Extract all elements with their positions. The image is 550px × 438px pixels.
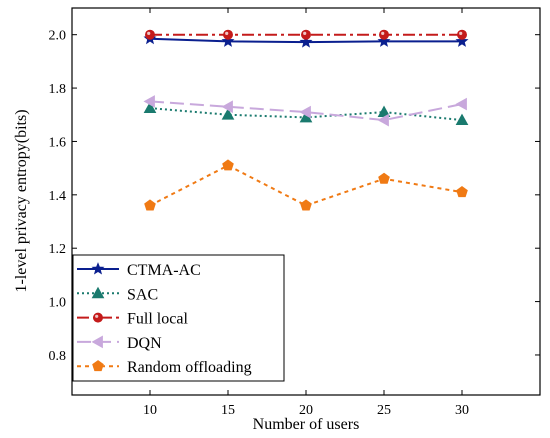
data-point: [455, 97, 467, 111]
data-point: [378, 172, 390, 184]
y-tick-label: 2.0: [49, 29, 67, 44]
legend-label: Full local: [127, 311, 188, 328]
data-point: [143, 95, 155, 108]
data-point: [221, 100, 233, 114]
series-full-local: [145, 29, 467, 40]
data-point: [145, 29, 155, 40]
data-point: [455, 34, 469, 47]
data-point: [143, 101, 157, 113]
legend: CTMA-AC SAC Full local DQN Random offloading: [72, 254, 285, 382]
legend-label: CTMA-AC: [127, 262, 201, 279]
data-point: [223, 29, 233, 40]
data-point: [455, 113, 469, 125]
legend-swatch-marker: [91, 286, 105, 299]
y-axis-label: 1-level privacy entropy(bits): [13, 109, 30, 292]
x-tick-label: 10: [143, 403, 157, 418]
series-line: [149, 100, 463, 122]
y-tick-label: 1.4: [49, 189, 67, 204]
data-point: [144, 199, 156, 211]
x-tick-label: 15: [221, 403, 235, 418]
x-tick-label: 30: [455, 403, 469, 418]
series-dqn: [143, 95, 467, 127]
marker-highlight: [95, 314, 99, 318]
legend-swatch-marker: [93, 312, 103, 323]
legend-label: Random offloading: [127, 359, 252, 376]
legend-swatch-marker: [91, 335, 103, 349]
data-point: [300, 199, 312, 211]
data-point: [222, 159, 234, 171]
x-tick-label: 20: [299, 403, 313, 418]
x-tick-label: 25: [377, 403, 391, 418]
legend-swatch-marker: [92, 360, 104, 372]
data-point: [377, 113, 389, 127]
x-axis: 10 15 20 25 30: [143, 8, 469, 418]
data-point: [379, 29, 389, 40]
marker-highlight: [303, 31, 307, 35]
data-point: [221, 108, 235, 120]
marker-highlight: [225, 31, 229, 35]
data-point: [456, 186, 468, 198]
y-tick-label: 0.8: [49, 349, 67, 364]
y-tick-label: 1.6: [49, 135, 67, 150]
data-point: [377, 34, 391, 47]
marker-highlight: [147, 31, 151, 35]
y-tick-label: 1.0: [49, 296, 67, 311]
marker-highlight: [459, 31, 463, 35]
series-line: [149, 164, 463, 207]
series-layer: [143, 29, 469, 211]
data-point: [457, 29, 467, 40]
y-axis: 0.8 1.0 1.2 1.4 1.6 1.8 2.0: [49, 29, 540, 364]
data-point: [299, 105, 311, 119]
x-axis-label: Number of users: [253, 416, 360, 433]
legend-label: DQN: [127, 335, 162, 352]
y-tick-label: 1.8: [49, 82, 67, 97]
data-point: [301, 29, 311, 40]
y-tick-label: 1.2: [49, 242, 67, 257]
marker-highlight: [381, 31, 385, 35]
data-point: [221, 34, 235, 47]
legend-label: SAC: [127, 286, 158, 303]
legend-swatch-marker: [91, 262, 105, 275]
series-random-offloading: [144, 159, 468, 211]
data-point: [299, 35, 313, 48]
